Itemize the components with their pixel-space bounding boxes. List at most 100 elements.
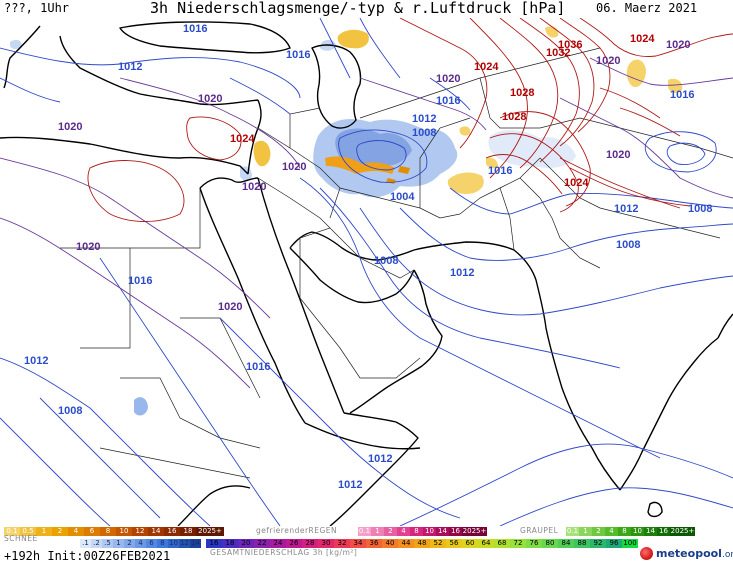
legend-swatch: .5 xyxy=(102,539,113,548)
legend-swatch: 10 xyxy=(631,527,644,536)
legend-swatch: .2 xyxy=(91,539,102,548)
legend-swatch: 4 xyxy=(605,527,618,536)
rain-afghanistan-2 xyxy=(486,157,498,169)
isobar-label: 1016 xyxy=(286,49,310,61)
coastlines xyxy=(0,21,733,526)
isobar-label: 1020 xyxy=(666,39,690,51)
isobar-label: 1024 xyxy=(630,33,655,45)
isobar-label: 1020 xyxy=(218,301,242,313)
legend-swatch: 0.1 xyxy=(566,527,579,536)
legend-swatch: 36 xyxy=(366,539,382,548)
isobar-label: 1008 xyxy=(616,239,640,251)
precip-turkey xyxy=(10,39,22,49)
isobar-label: 1024 xyxy=(564,177,589,189)
legend-swatch: 4 xyxy=(68,527,84,536)
legend-swatch: 14 xyxy=(148,527,164,536)
precipitation-layer xyxy=(10,26,683,416)
isobar-label: 1020 xyxy=(242,181,266,193)
snow-area-core xyxy=(335,128,412,169)
legend-swatch: .1 xyxy=(80,539,91,548)
snow-tibet xyxy=(488,130,576,168)
isobar-label: 1020 xyxy=(198,93,222,105)
isobar-label: 1012 xyxy=(118,61,142,73)
snow-ethiopia xyxy=(134,397,148,416)
legend-swatch: 0.5 xyxy=(20,527,36,536)
isobar-label: 1012 xyxy=(368,453,392,465)
brand-name-text: meteopool xyxy=(656,547,722,560)
legend-swatch: 2 xyxy=(52,527,68,536)
map-title: 3h Niederschlagsmenge/-typ & r.Luftdruck… xyxy=(150,0,566,17)
isobar-label: 1032 xyxy=(546,47,570,59)
isobar-label: 1024 xyxy=(474,61,499,73)
legend-swatch: 2025+ xyxy=(196,527,224,536)
legend-swatch: 92 xyxy=(590,539,606,548)
legend-swatch: 52 xyxy=(430,539,446,548)
legend-swatch: 72 xyxy=(510,539,526,548)
isobar-label: 1020 xyxy=(76,241,100,253)
legend-swatch: 16 xyxy=(449,527,462,536)
isobars-low xyxy=(0,18,733,526)
legend-swatch: 40 xyxy=(382,539,398,548)
legend-swatch: 20 xyxy=(238,539,254,548)
legend-swatch: 14 xyxy=(436,527,449,536)
isobar-label: 1028 xyxy=(502,111,526,123)
legend-swatch: 48 xyxy=(414,539,430,548)
legend-swatch: 26 xyxy=(286,539,302,548)
rain-china-2 xyxy=(668,78,683,93)
isobar-label: 1012 xyxy=(614,203,638,215)
legend-swatch: 2 xyxy=(384,527,397,536)
rain-china xyxy=(626,59,646,88)
legend-graupel-label: GRAUPEL xyxy=(520,526,559,535)
legend-total-label: GESAMTNIEDERSCHLAG 3h [kg/m²] xyxy=(210,548,358,557)
isobar-label: 1016 xyxy=(670,89,694,101)
isobar-label: 1016 xyxy=(183,23,207,35)
isobar-label: 1008 xyxy=(374,255,398,267)
precip-russia xyxy=(545,26,559,38)
isobar-label: 1020 xyxy=(596,55,620,67)
legend-swatch: 10 xyxy=(168,539,179,548)
legend-swatch: 0.1 xyxy=(4,527,20,536)
legend-swatch: 1 xyxy=(36,527,52,536)
legend-swatch: 6 xyxy=(146,539,157,548)
isobar-label: 1020 xyxy=(606,149,630,161)
rain-band-iran xyxy=(325,156,395,174)
legend-swatch: 6 xyxy=(84,527,100,536)
legend-swatch: 1 xyxy=(371,527,384,536)
legend-swatch: 44 xyxy=(398,539,414,548)
legend-swatch: 8 xyxy=(157,539,168,548)
legend-snow-label: SCHNEE xyxy=(4,534,38,543)
isobar-label: 1008 xyxy=(412,127,436,139)
legend-swatch: 16 xyxy=(657,527,670,536)
legend-swatch: 34 xyxy=(350,539,366,548)
isobar-label: 1016 xyxy=(488,165,512,177)
legend-swatch: 30 xyxy=(318,539,334,548)
legend-swatch: 0.1 xyxy=(358,527,371,536)
isobar-label: 1004 xyxy=(390,191,415,203)
forecast-date: 06. Maerz 2021 xyxy=(596,1,698,15)
legend-swatch: 64 xyxy=(478,539,494,548)
legend-swatch: 14 xyxy=(190,539,201,548)
isobar-label: 1016 xyxy=(128,275,152,287)
rain-afghanistan xyxy=(447,172,484,194)
legend-graupel: 0.1 1 2 4 8 10 14 16 2025+ xyxy=(566,527,695,536)
isobars-high xyxy=(87,18,733,222)
legend-swatch: 28 xyxy=(302,539,318,548)
precip-caspian xyxy=(337,29,369,49)
isobar-label: 1036 xyxy=(558,39,582,51)
brand-logo[interactable]: meteopool.org xyxy=(640,547,733,560)
legend-swatch: 84 xyxy=(558,539,574,548)
legend-swatch: 32 xyxy=(334,539,350,548)
legend-freezing-label: gefrierenderREGEN xyxy=(256,526,338,535)
legend-swatch: 1 xyxy=(113,539,124,548)
legend-swatch: 16 xyxy=(164,527,180,536)
brand-name: meteopool.org xyxy=(656,547,733,560)
legend-swatch: 8 xyxy=(100,527,116,536)
legend-rain: 0.1 0.5 1 2 4 6 8 10 12 14 16 18 2025+ xyxy=(4,527,224,536)
isobar-label: 1008 xyxy=(58,405,82,417)
legend-swatch: 4 xyxy=(397,527,410,536)
legend-swatch: 8 xyxy=(618,527,631,536)
legend-swatch: 68 xyxy=(494,539,510,548)
legend-total: 16 18 20 22 24 26 28 30 32 34 36 40 44 48 52 56 60 64 68 72… xyxy=(206,539,638,548)
isobar-label: 1016 xyxy=(246,361,270,373)
isobar-label: 1020 xyxy=(282,161,306,173)
